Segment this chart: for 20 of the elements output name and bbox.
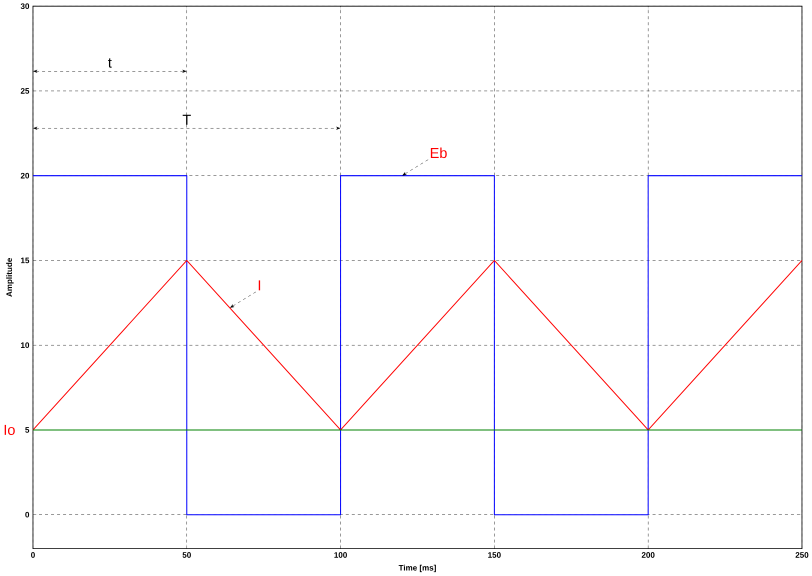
y-tick-label: 20	[20, 173, 30, 179]
x-tick-label: 250	[796, 552, 808, 558]
x-tick-label: 150	[488, 552, 501, 558]
y-tick-label: 25	[20, 88, 30, 94]
x-tick-label: 50	[182, 552, 191, 558]
annotation: Io	[4, 425, 15, 436]
x-tick-label: 0	[31, 552, 35, 558]
y-tick-label: 30	[20, 4, 30, 10]
y-tick-label: 0	[25, 512, 30, 518]
y-tick-label: 5	[25, 427, 30, 433]
annotation: I	[258, 280, 260, 291]
y-tick-label: 10	[21, 342, 30, 348]
annotation: T	[182, 114, 191, 125]
annotation: Eb	[430, 148, 447, 158]
x-tick-label: 200	[642, 552, 655, 558]
annotation: t	[108, 58, 112, 68]
y-tick-label: 15	[21, 258, 30, 264]
x-axis-title: Time [ms]	[398, 564, 436, 572]
y-axis-title: Amplitude	[6, 258, 14, 298]
x-tick-label: 100	[334, 552, 347, 558]
